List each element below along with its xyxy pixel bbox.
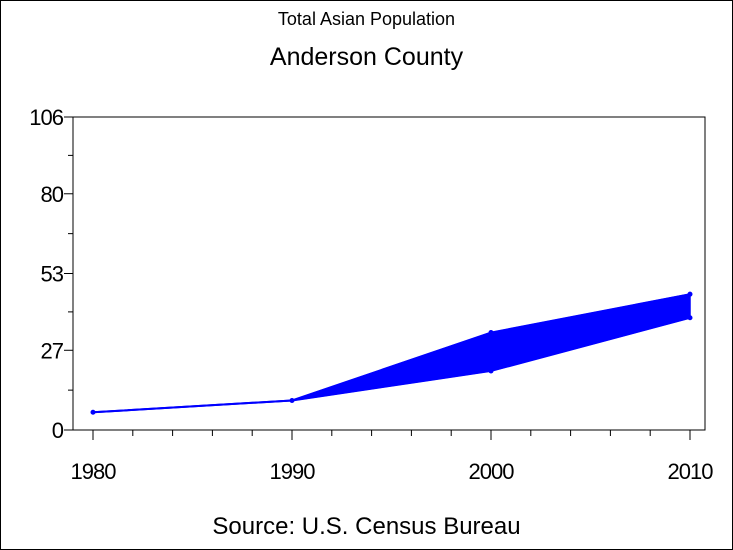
source-note: Source: U.S. Census Bureau bbox=[212, 513, 521, 540]
x-tick-label: 2010 bbox=[668, 459, 714, 484]
data-point-upper bbox=[289, 397, 295, 403]
y-tick-label: 27 bbox=[41, 338, 64, 363]
series-upper-line bbox=[92, 293, 691, 414]
y-tick-label: 80 bbox=[41, 182, 64, 207]
y-tick-label: 106 bbox=[29, 105, 63, 130]
series-lower-line bbox=[92, 316, 691, 414]
x-tick-label: 1990 bbox=[270, 459, 316, 484]
x-tick-label: 2000 bbox=[469, 459, 515, 484]
y-tick-label: 53 bbox=[41, 262, 64, 287]
data-point-lower bbox=[488, 368, 494, 374]
chart-tick-labels: 0 27 53 80 106 1980 1990 2000 2010 bbox=[29, 105, 714, 484]
data-point-lower bbox=[687, 315, 693, 321]
data-point-upper bbox=[687, 291, 693, 297]
data-point-upper bbox=[488, 330, 494, 336]
chart-title: Anderson County bbox=[269, 43, 464, 71]
chart-marks bbox=[90, 291, 693, 415]
x-tick-label: 1980 bbox=[71, 459, 117, 484]
chart-axes bbox=[64, 116, 706, 440]
data-point-upper bbox=[90, 409, 96, 415]
chart-subtitle: Total Asian Population bbox=[277, 9, 456, 29]
y-tick-label: 0 bbox=[52, 418, 64, 443]
